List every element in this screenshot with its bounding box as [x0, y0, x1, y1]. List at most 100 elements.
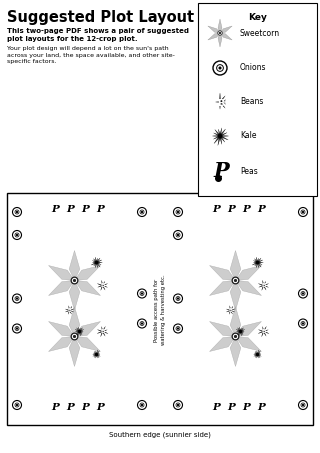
- Polygon shape: [97, 332, 102, 333]
- Polygon shape: [258, 353, 261, 355]
- Text: P: P: [81, 204, 89, 213]
- Polygon shape: [69, 280, 80, 310]
- Polygon shape: [102, 285, 105, 290]
- Text: B: B: [100, 283, 105, 288]
- Polygon shape: [255, 262, 258, 266]
- Bar: [198, 3, 317, 196]
- Polygon shape: [241, 332, 242, 336]
- Text: P: P: [212, 204, 220, 213]
- Circle shape: [232, 277, 239, 284]
- Polygon shape: [93, 353, 97, 355]
- Polygon shape: [256, 262, 258, 268]
- Polygon shape: [69, 307, 80, 337]
- Polygon shape: [258, 262, 261, 267]
- Text: B: B: [100, 329, 105, 334]
- Polygon shape: [258, 351, 260, 355]
- Polygon shape: [102, 284, 108, 285]
- Polygon shape: [263, 327, 264, 332]
- Polygon shape: [253, 260, 258, 262]
- Polygon shape: [101, 280, 103, 285]
- Polygon shape: [259, 285, 263, 287]
- Text: P: P: [227, 204, 235, 213]
- Polygon shape: [230, 280, 241, 310]
- Polygon shape: [254, 353, 258, 355]
- Polygon shape: [97, 258, 100, 262]
- Polygon shape: [258, 258, 259, 262]
- Polygon shape: [92, 354, 97, 355]
- Polygon shape: [257, 355, 258, 358]
- Polygon shape: [230, 310, 235, 312]
- Polygon shape: [210, 280, 236, 295]
- Polygon shape: [97, 284, 102, 285]
- Polygon shape: [236, 280, 261, 295]
- Polygon shape: [258, 350, 259, 355]
- Polygon shape: [263, 332, 269, 333]
- Polygon shape: [97, 351, 100, 355]
- Polygon shape: [263, 280, 264, 285]
- Circle shape: [74, 336, 76, 337]
- Polygon shape: [102, 327, 103, 332]
- Polygon shape: [102, 330, 107, 332]
- Polygon shape: [258, 260, 263, 262]
- Polygon shape: [220, 136, 225, 142]
- Polygon shape: [263, 281, 266, 285]
- Polygon shape: [69, 251, 80, 280]
- Polygon shape: [214, 136, 220, 144]
- Text: Sweetcorn: Sweetcorn: [240, 29, 280, 38]
- Polygon shape: [213, 136, 220, 139]
- Polygon shape: [220, 136, 228, 140]
- Polygon shape: [69, 310, 74, 312]
- Polygon shape: [78, 327, 79, 332]
- Polygon shape: [218, 33, 222, 47]
- Polygon shape: [237, 332, 241, 333]
- Circle shape: [235, 280, 236, 281]
- Circle shape: [73, 279, 76, 283]
- Polygon shape: [220, 102, 226, 104]
- Polygon shape: [220, 129, 226, 136]
- Text: P: P: [96, 404, 104, 413]
- Polygon shape: [241, 329, 245, 332]
- Polygon shape: [94, 352, 97, 355]
- Polygon shape: [230, 310, 233, 314]
- Circle shape: [235, 336, 236, 337]
- Polygon shape: [79, 329, 84, 332]
- Polygon shape: [258, 262, 259, 268]
- Polygon shape: [75, 265, 100, 280]
- Polygon shape: [79, 332, 82, 335]
- Polygon shape: [259, 330, 263, 332]
- Polygon shape: [49, 280, 75, 295]
- Polygon shape: [69, 337, 80, 366]
- Polygon shape: [263, 327, 267, 332]
- Polygon shape: [65, 309, 69, 310]
- Polygon shape: [230, 309, 235, 310]
- Polygon shape: [92, 260, 97, 262]
- Polygon shape: [220, 135, 229, 136]
- Polygon shape: [220, 128, 222, 136]
- Polygon shape: [262, 285, 263, 290]
- Text: Peas: Peas: [240, 167, 258, 175]
- Circle shape: [257, 261, 259, 264]
- Polygon shape: [254, 355, 258, 357]
- Polygon shape: [97, 260, 102, 262]
- Polygon shape: [76, 332, 79, 333]
- Circle shape: [71, 333, 78, 340]
- Polygon shape: [102, 332, 105, 336]
- Polygon shape: [94, 262, 97, 266]
- Polygon shape: [210, 322, 236, 337]
- Polygon shape: [97, 262, 101, 265]
- Polygon shape: [102, 327, 105, 332]
- Polygon shape: [239, 327, 241, 332]
- Polygon shape: [215, 130, 220, 136]
- Polygon shape: [92, 262, 97, 263]
- Circle shape: [178, 328, 179, 329]
- Polygon shape: [220, 102, 225, 108]
- Polygon shape: [220, 136, 222, 145]
- Polygon shape: [79, 331, 83, 332]
- Polygon shape: [236, 322, 261, 337]
- Polygon shape: [230, 337, 241, 366]
- Polygon shape: [218, 136, 220, 145]
- Polygon shape: [230, 306, 233, 310]
- Text: This two-page PDF shows a pair of suggested
plot layouts for the 12-crop plot.: This two-page PDF shows a pair of sugges…: [7, 28, 189, 42]
- Polygon shape: [263, 332, 266, 336]
- Circle shape: [234, 279, 237, 283]
